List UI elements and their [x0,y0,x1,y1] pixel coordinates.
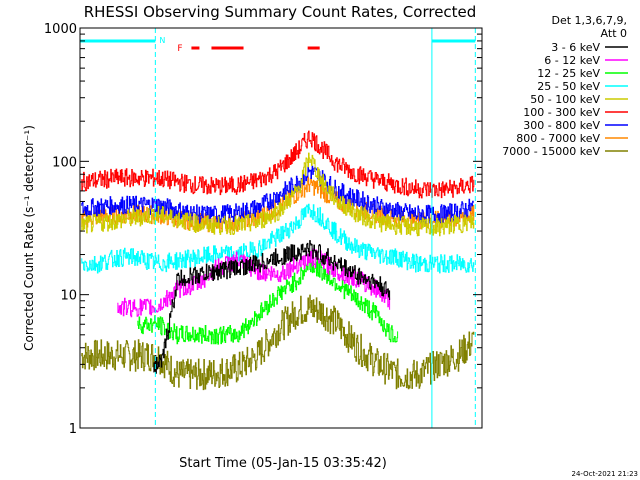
detector-info-line-2: Att 0 [601,27,627,40]
series-line [81,165,474,224]
legend-label: 6 - 12 keV [544,54,600,67]
series-line [81,152,475,237]
legend-label: 800 - 7000 keV [516,132,600,145]
legend-label: 25 - 50 keV [537,80,600,93]
y-tick-label: 1000 [44,22,77,37]
legend-label: 50 - 100 keV [530,93,600,106]
series-line [117,248,391,318]
plot-frame [79,27,483,429]
x-axis-label: Start Time (05-Jan-15 03:35:42) [179,456,387,471]
legend-label: 3 - 6 keV [551,41,600,54]
y-tick-label: 1 [69,422,77,437]
series-line [81,294,475,391]
series-line [81,203,475,274]
series-line [81,130,475,199]
timestamp: 24-Oct-2021 21:23 [572,470,638,478]
axis-layer: 110100100003:4504:0004:1504:3004:4505:00… [44,22,483,437]
y-tick-label: 100 [52,155,77,170]
legend-label: 300 - 800 keV [523,119,600,132]
flare-label: F [177,44,182,54]
legend-label: 7000 - 15000 keV [502,145,600,158]
data-layer [81,130,475,391]
detector-info-line-1: Det 1,3,6,7,9, [551,14,627,27]
legend-label: 100 - 300 keV [523,106,600,119]
legend-label: 12 - 25 keV [537,67,600,80]
y-tick-label: 10 [60,289,77,304]
series-line [153,240,391,374]
series-line [137,258,399,345]
y-axis-label: Corrected Count Rate (s⁻¹ detector⁻¹) [22,125,36,351]
night-label: N [159,36,165,45]
chart-title: RHESSI Observing Summary Count Rates, Co… [84,3,477,21]
